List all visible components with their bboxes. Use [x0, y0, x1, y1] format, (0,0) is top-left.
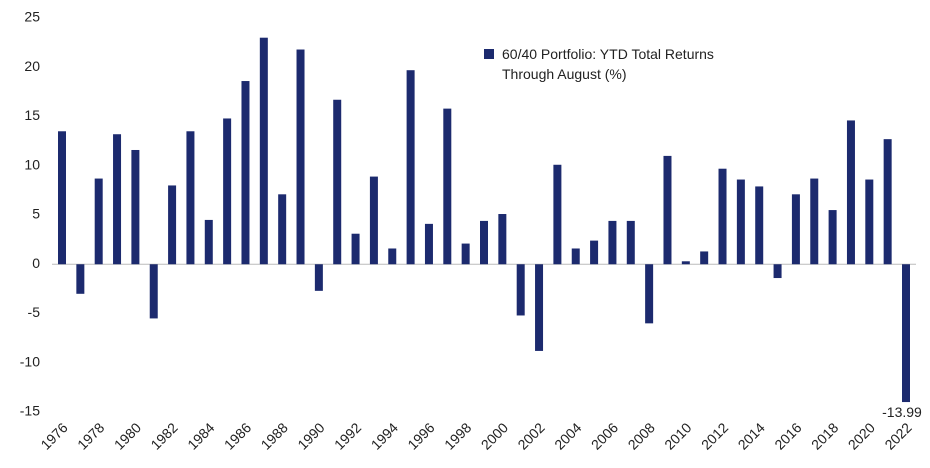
x-tick-label: 1994	[368, 419, 401, 452]
y-tick-label: -5	[28, 304, 41, 320]
x-tick-label: 1980	[111, 419, 144, 452]
y-tick-label: 15	[24, 107, 40, 123]
x-tick-label: 1984	[184, 419, 217, 452]
bar	[553, 164, 562, 265]
bar	[718, 168, 727, 265]
bar	[186, 131, 195, 265]
x-tick-label: 1992	[331, 419, 364, 452]
y-tick-label: 0	[32, 255, 40, 271]
bar	[846, 120, 855, 265]
bar	[498, 214, 507, 265]
x-tick-label: 2010	[661, 419, 694, 452]
x-tick-label: 2016	[771, 419, 804, 452]
x-tick-label: 2018	[808, 419, 841, 452]
bar	[333, 99, 342, 265]
legend: 60/40 Portfolio: YTD Total Returns Throu…	[484, 44, 744, 84]
bar	[58, 131, 66, 265]
bar	[241, 81, 250, 265]
bar	[810, 178, 819, 265]
bar	[480, 220, 488, 265]
bar	[883, 139, 892, 265]
x-tick-label: 1978	[74, 419, 107, 452]
bar	[791, 194, 800, 265]
y-tick-label: 20	[24, 58, 40, 74]
bar	[113, 134, 122, 265]
bar	[204, 219, 213, 265]
x-tick-label: 2004	[551, 419, 584, 452]
bar	[865, 179, 874, 265]
legend-swatch	[484, 49, 494, 59]
bar	[424, 223, 433, 265]
data-label: -13.99	[882, 404, 922, 420]
bar	[388, 248, 397, 265]
bar	[131, 149, 140, 265]
bar	[700, 251, 709, 265]
bar	[755, 186, 764, 265]
x-tick-label: 1996	[404, 419, 437, 452]
x-tick-label: 1982	[147, 419, 180, 452]
bar	[351, 233, 360, 265]
x-tick-label: 1988	[258, 419, 291, 452]
x-tick-label: 1986	[221, 419, 254, 452]
bar	[663, 155, 672, 265]
y-tick-label: -10	[20, 353, 40, 369]
bar	[571, 248, 580, 265]
bar	[516, 264, 525, 316]
bar	[259, 37, 268, 265]
x-tick-label: 1976	[37, 419, 70, 452]
bar	[76, 264, 85, 294]
bar	[608, 220, 617, 265]
bar	[168, 185, 177, 265]
x-tick-label: 2006	[588, 419, 621, 452]
x-tick-label: 2014	[735, 419, 768, 452]
bar	[461, 243, 470, 265]
bar	[828, 210, 837, 265]
bar	[902, 264, 910, 403]
y-tick-label: 25	[24, 9, 40, 25]
bar	[443, 108, 452, 265]
bar	[406, 70, 415, 265]
bar	[223, 118, 232, 265]
x-tick-label: 2002	[514, 419, 547, 452]
y-tick-label: 5	[32, 206, 40, 222]
bar	[736, 179, 745, 265]
y-tick-label: 10	[24, 156, 40, 172]
bar	[645, 264, 654, 324]
y-tick-label: -15	[20, 403, 40, 419]
x-tick-label: 1990	[294, 419, 327, 452]
bar	[535, 264, 544, 351]
x-tick-label: 2012	[698, 419, 731, 452]
bar	[296, 49, 305, 265]
bar	[314, 264, 323, 291]
x-tick-label: 2022	[881, 419, 914, 452]
bar	[681, 261, 690, 265]
bar	[149, 264, 158, 319]
bar	[94, 178, 103, 265]
legend-label: 60/40 Portfolio: YTD Total Returns Throu…	[502, 46, 714, 82]
bar	[369, 176, 378, 265]
bar	[626, 220, 635, 265]
x-tick-label: 2020	[845, 419, 878, 452]
x-tick-label: 1998	[441, 419, 474, 452]
bar	[278, 194, 287, 265]
x-tick-label: 2008	[625, 419, 658, 452]
bar	[773, 264, 782, 279]
bar	[590, 240, 599, 265]
x-tick-label: 2000	[478, 419, 511, 452]
